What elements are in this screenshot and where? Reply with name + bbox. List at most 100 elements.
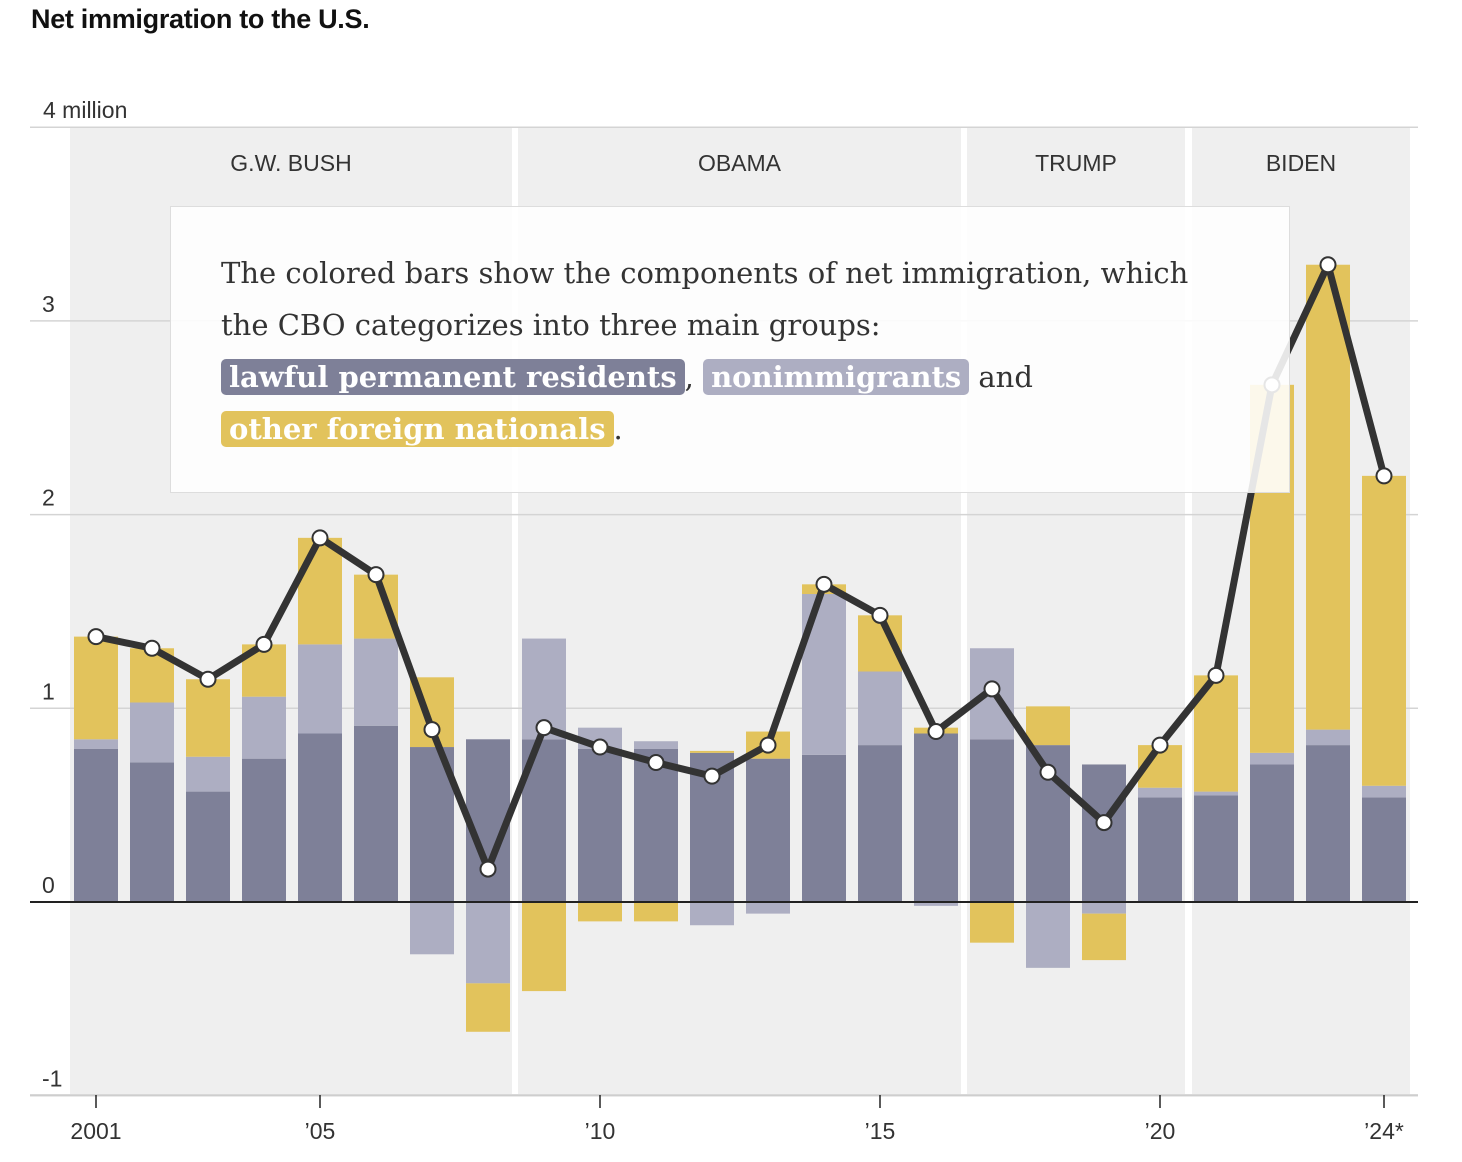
line-point-2016 xyxy=(927,723,945,741)
bar-other-2011 xyxy=(634,902,678,922)
presidency-label: G.W. BUSH xyxy=(230,150,351,176)
bar-nonimmigrants-2022 xyxy=(1250,752,1294,765)
x-tick-label: ’10 xyxy=(585,1118,616,1144)
bar-lpr-2006 xyxy=(354,725,398,902)
bar-nonimmigrants-2018 xyxy=(1026,902,1070,968)
presidency-label: TRUMP xyxy=(1035,150,1117,176)
bar-nonimmigrants-2012 xyxy=(690,902,734,926)
line-point-2019 xyxy=(1095,814,1113,832)
line-point-2020 xyxy=(1151,736,1169,754)
bar-nonimmigrants-2013 xyxy=(746,902,790,914)
bar-nonimmigrants-2019 xyxy=(1082,902,1126,914)
y-tick-label: -1 xyxy=(42,1066,62,1092)
bar-other-2008 xyxy=(466,983,510,1032)
presidency-label: OBAMA xyxy=(698,150,782,176)
bar-nonimmigrants-2023 xyxy=(1306,729,1350,746)
x-tick-label: ’05 xyxy=(305,1118,336,1144)
bar-lpr-2024 xyxy=(1362,797,1406,902)
legend-nonimmigrants: nonimmigrants xyxy=(703,359,970,395)
net-immigration-line xyxy=(95,261,1388,873)
x-tick-label: ’15 xyxy=(865,1118,896,1144)
bar-other-2019 xyxy=(1082,913,1126,961)
bar-lpr-2023 xyxy=(1306,745,1350,902)
bar-other-2005 xyxy=(298,537,342,645)
y-tick-label: 1 xyxy=(42,678,55,704)
bar-nonimmigrants-2020 xyxy=(1138,787,1182,798)
presidency-label: BIDEN xyxy=(1266,150,1336,176)
line-point-2012 xyxy=(703,767,721,785)
bar-lpr-2015 xyxy=(858,745,902,902)
line-point-2006 xyxy=(367,566,385,584)
bar-other-2017 xyxy=(970,902,1014,943)
annotation-text: The colored bars show the components of … xyxy=(221,256,1189,342)
bar-nonimmigrants-2015 xyxy=(858,671,902,746)
bar-lpr-2020 xyxy=(1138,797,1182,902)
bar-other-2010 xyxy=(578,902,622,922)
x-tick-label: 2001 xyxy=(70,1118,121,1144)
bar-lpr-2021 xyxy=(1194,795,1238,902)
line-point-2009 xyxy=(535,719,553,737)
bar-other-2024 xyxy=(1362,475,1406,786)
bar-other-2018 xyxy=(1026,706,1070,746)
bar-nonimmigrants-2011 xyxy=(634,741,678,749)
line-point-2004 xyxy=(255,635,273,653)
bar-lpr-2019 xyxy=(1082,764,1126,902)
bar-lpr-2010 xyxy=(578,748,622,902)
line-point-2007 xyxy=(423,721,441,739)
line-point-2023 xyxy=(1319,256,1337,274)
bar-nonimmigrants-2016 xyxy=(914,902,958,906)
bar-other-2012 xyxy=(690,750,734,753)
bar-other-2001 xyxy=(74,636,118,740)
bar-lpr-2016 xyxy=(914,733,958,902)
bar-other-2003 xyxy=(186,679,230,757)
annotation-and: and xyxy=(978,360,1033,394)
line-point-2015 xyxy=(871,606,889,624)
y-tick-label: 0 xyxy=(42,872,55,898)
bar-nonimmigrants-2001 xyxy=(74,739,118,749)
line-point-2021 xyxy=(1207,666,1225,684)
bar-nonimmigrants-2002 xyxy=(130,702,174,763)
bar-lpr-2005 xyxy=(298,733,342,902)
bar-nonimmigrants-2008 xyxy=(466,902,510,984)
bar-other-2009 xyxy=(522,902,566,992)
y-tick-label: 3 xyxy=(42,291,55,317)
legend-other: other foreign nationals xyxy=(221,411,614,447)
line-point-2018 xyxy=(1039,763,1057,781)
line-point-2014 xyxy=(815,575,833,593)
line-point-2017 xyxy=(983,680,1001,698)
x-tick-label: ’24* xyxy=(1364,1118,1404,1144)
legend-lpr: lawful permanent residents xyxy=(221,359,685,395)
bar-nonimmigrants-2004 xyxy=(242,696,286,759)
bar-nonimmigrants-2007 xyxy=(410,902,454,955)
bar-lpr-2002 xyxy=(130,762,174,902)
line-point-2008 xyxy=(479,860,497,878)
y-tick-label: 4 million xyxy=(43,97,127,123)
line-point-2003 xyxy=(199,670,217,688)
bar-lpr-2001 xyxy=(74,748,118,902)
bar-lpr-2004 xyxy=(242,758,286,902)
chart-title: Net immigration to the U.S. xyxy=(31,4,370,34)
line-point-2011 xyxy=(647,754,665,772)
x-tick-label: ’20 xyxy=(1145,1118,1176,1144)
bar-nonimmigrants-2021 xyxy=(1194,791,1238,796)
bar-lpr-2011 xyxy=(634,748,678,902)
line-point-2001 xyxy=(87,628,105,646)
bar-nonimmigrants-2003 xyxy=(186,756,230,792)
bar-other-2023 xyxy=(1306,264,1350,730)
bar-nonimmigrants-2006 xyxy=(354,638,398,726)
bar-lpr-2003 xyxy=(186,791,230,902)
annotation-period: . xyxy=(613,412,623,446)
y-tick-label: 2 xyxy=(42,485,55,511)
line-point-2010 xyxy=(591,738,609,756)
line-point-2002 xyxy=(143,639,161,657)
line-point-2024 xyxy=(1375,467,1393,485)
bar-lpr-2022 xyxy=(1250,764,1294,902)
bar-lpr-2017 xyxy=(970,739,1014,902)
bar-nonimmigrants-2005 xyxy=(298,644,342,734)
line-point-2005 xyxy=(311,529,329,547)
line-point-2013 xyxy=(759,736,777,754)
bar-lpr-2014 xyxy=(802,754,846,902)
annotation-box: The colored bars show the components of … xyxy=(170,206,1290,493)
bar-lpr-2008 xyxy=(466,739,510,902)
